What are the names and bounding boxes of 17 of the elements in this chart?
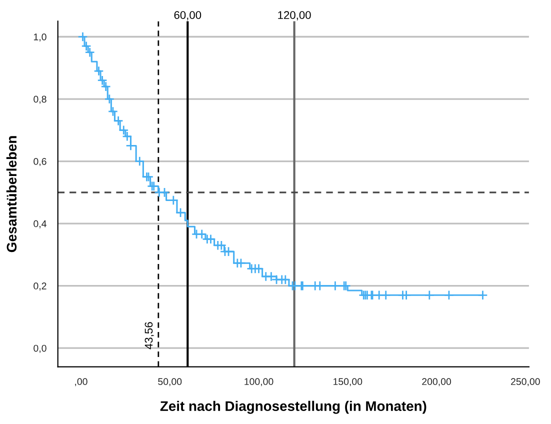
ref-line-label: 120,00 <box>278 11 311 20</box>
x-tick-label: 200,00 <box>422 378 452 386</box>
y-tick-label: 0,0 <box>34 344 46 353</box>
ref-line-label: 43,56 <box>144 322 154 350</box>
ref-line-label: 60,00 <box>174 11 202 20</box>
x-tick-label: 50,00 <box>158 378 182 386</box>
x-tick-label: 150,00 <box>334 378 362 386</box>
x-axis-title: Zeit nach Diagnosestellung (in Monaten) <box>160 400 426 414</box>
y-tick-label: 0,6 <box>34 158 46 166</box>
y-axis-title: Gesamtüberleben <box>6 136 17 252</box>
y-tick-label: 0,2 <box>34 282 46 291</box>
y-tick-label: 0,4 <box>34 220 46 228</box>
x-tick-label: 100,00 <box>244 378 274 386</box>
x-tick-label: 250,00 <box>511 378 540 386</box>
y-tick-label: 0,8 <box>34 96 46 104</box>
x-tick-label: ,00 <box>75 378 88 386</box>
y-tick-label: 1,0 <box>34 34 46 42</box>
